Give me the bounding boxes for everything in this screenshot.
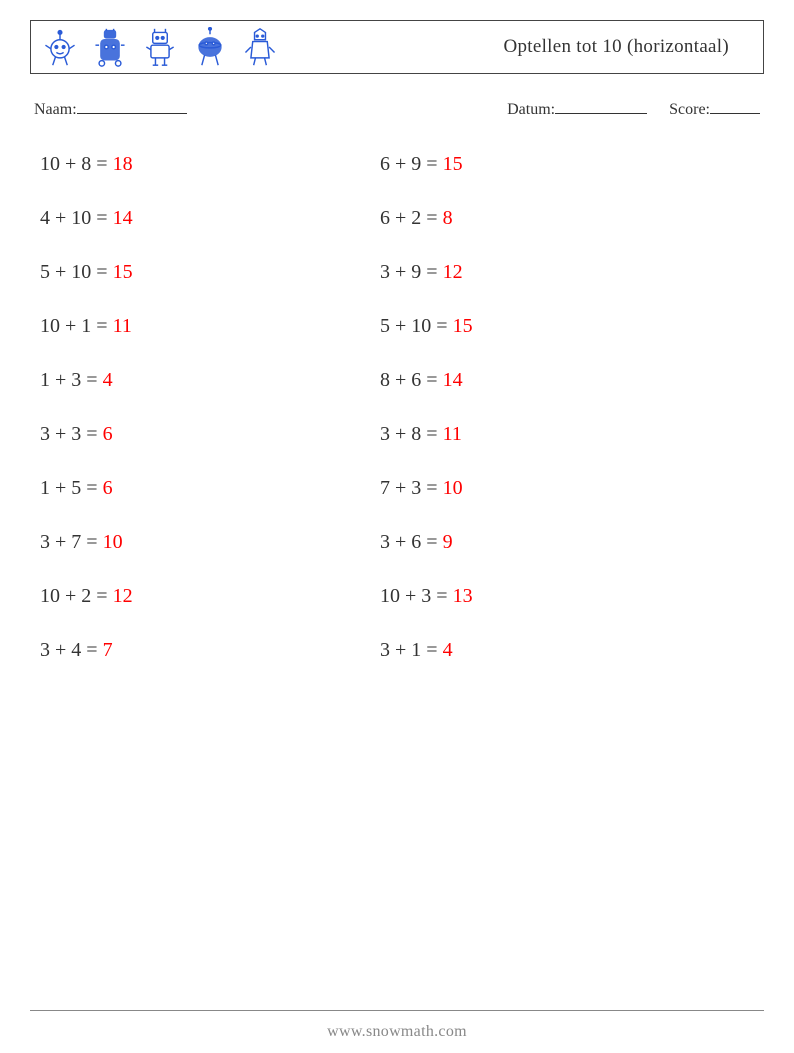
problem-answer: 6 — [103, 477, 113, 500]
problem-row: 8 + 6 =14 — [380, 369, 680, 392]
problem-answer: 12 — [113, 585, 133, 608]
problem-answer: 11 — [443, 423, 462, 446]
problem-row: 10 + 1 =11 — [40, 315, 340, 338]
robot-icon-3 — [141, 27, 179, 67]
problem-row: 3 + 6 =9 — [380, 531, 680, 554]
score-field: Score: — [669, 98, 760, 119]
footer-text: www.snowmath.com — [0, 1023, 794, 1041]
problem-row: 3 + 1 =4 — [380, 639, 680, 662]
date-field: Datum: — [507, 98, 647, 119]
problem-row: 10 + 3 =13 — [380, 585, 680, 608]
robot-icon-4 — [191, 27, 229, 67]
problem-answer: 7 — [103, 639, 113, 662]
problem-answer: 18 — [113, 153, 133, 176]
problem-expression: 10 + 8 = — [40, 153, 108, 176]
problem-row: 1 + 5 =6 — [40, 477, 340, 500]
problem-row: 10 + 2 =12 — [40, 585, 340, 608]
problem-expression: 1 + 3 = — [40, 369, 98, 392]
problem-row: 4 + 10 =14 — [40, 207, 340, 230]
problems-grid: 10 + 8 =184 + 10 =145 + 10 =1510 + 1 =11… — [30, 153, 764, 662]
problem-row: 3 + 8 =11 — [380, 423, 680, 446]
problem-answer: 6 — [103, 423, 113, 446]
score-blank — [710, 98, 760, 114]
problem-expression: 8 + 6 = — [380, 369, 438, 392]
problem-answer: 14 — [443, 369, 463, 392]
problem-expression: 1 + 5 = — [40, 477, 98, 500]
worksheet-title: Optellen tot 10 (horizontaal) — [503, 36, 749, 58]
problem-expression: 3 + 6 = — [380, 531, 438, 554]
problem-answer: 11 — [113, 315, 132, 338]
robot-icon-5 — [241, 27, 279, 67]
problem-expression: 5 + 10 = — [40, 261, 108, 284]
name-blank — [77, 98, 187, 114]
problem-expression: 7 + 3 = — [380, 477, 438, 500]
problem-expression: 10 + 1 = — [40, 315, 108, 338]
problem-answer: 4 — [103, 369, 113, 392]
robot-icon-2 — [91, 27, 129, 67]
date-label: Datum: — [507, 101, 555, 119]
problem-row: 6 + 2 =8 — [380, 207, 680, 230]
problem-expression: 3 + 4 = — [40, 639, 98, 662]
problem-answer: 10 — [443, 477, 463, 500]
meta-row: Naam: Datum: Score: — [30, 98, 764, 119]
problem-answer: 13 — [453, 585, 473, 608]
robot-icon-row — [41, 27, 279, 67]
problem-answer: 9 — [443, 531, 453, 554]
score-label: Score: — [669, 101, 710, 119]
problem-row: 6 + 9 =15 — [380, 153, 680, 176]
problem-row: 10 + 8 =18 — [40, 153, 340, 176]
footer-divider — [30, 1010, 764, 1011]
problem-row: 7 + 3 =10 — [380, 477, 680, 500]
problem-row: 3 + 4 =7 — [40, 639, 340, 662]
problem-expression: 10 + 2 = — [40, 585, 108, 608]
header-box: Optellen tot 10 (horizontaal) — [30, 20, 764, 74]
name-label: Naam: — [34, 101, 77, 119]
problem-answer: 8 — [443, 207, 453, 230]
date-blank — [555, 98, 647, 114]
problem-answer: 15 — [113, 261, 133, 284]
name-field: Naam: — [34, 98, 187, 119]
problem-expression: 6 + 2 = — [380, 207, 438, 230]
problem-answer: 15 — [453, 315, 473, 338]
problem-row: 5 + 10 =15 — [40, 261, 340, 284]
problem-expression: 4 + 10 = — [40, 207, 108, 230]
problem-expression: 10 + 3 = — [380, 585, 448, 608]
problem-answer: 4 — [443, 639, 453, 662]
problem-expression: 3 + 8 = — [380, 423, 438, 446]
problem-row: 5 + 10 =15 — [380, 315, 680, 338]
problem-answer: 15 — [443, 153, 463, 176]
problems-col-1: 10 + 8 =18 4 + 10 =14 5 + 10 =15 10 + 1 =11… — [40, 153, 340, 662]
robot-icon-1 — [41, 27, 79, 67]
problem-expression: 3 + 9 = — [380, 261, 438, 284]
problem-row: 3 + 7 =10 — [40, 531, 340, 554]
problem-expression: 3 + 7 = — [40, 531, 98, 554]
problem-row: 1 + 3 =4 — [40, 369, 340, 392]
problem-row: 3 + 9 =12 — [380, 261, 680, 284]
problem-answer: 10 — [103, 531, 123, 554]
problem-expression: 6 + 9 = — [380, 153, 438, 176]
problem-expression: 3 + 1 = — [380, 639, 438, 662]
problem-expression: 3 + 3 = — [40, 423, 98, 446]
problem-expression: 5 + 10 = — [380, 315, 448, 338]
problem-answer: 14 — [113, 207, 133, 230]
problem-row: 3 + 3 =6 — [40, 423, 340, 446]
problems-col-2: 6 + 9 =156 + 2 =83 + 9 =125 + 10 =158 + … — [380, 153, 680, 662]
problem-answer: 12 — [443, 261, 463, 284]
